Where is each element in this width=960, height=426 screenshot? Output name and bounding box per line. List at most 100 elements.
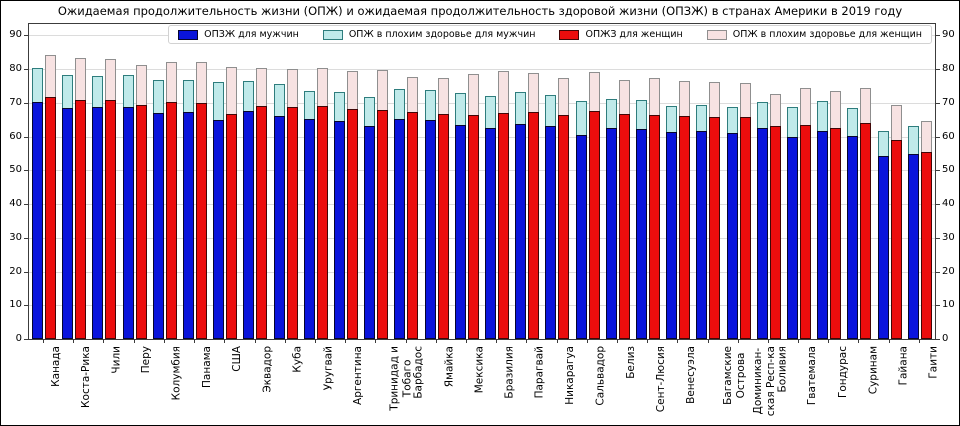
- x-label-22: Багамские Острова: [722, 346, 747, 405]
- bar-segment-hale-women-24: [769, 126, 781, 339]
- y-tick-mark-left-40: [24, 204, 28, 206]
- bar-group-Колумбия: [150, 24, 180, 339]
- gridline-y-80: [29, 69, 935, 71]
- bar-segment-hale-women-13: [437, 114, 449, 339]
- x-label-15: Бразилия: [503, 346, 516, 399]
- y-tick-label-right-80: 80: [942, 63, 955, 75]
- bar-segment-hale-women-23: [739, 117, 751, 339]
- bar-group-Венесуэла: [663, 24, 693, 339]
- y-tick-mark-left-90: [24, 35, 28, 37]
- y-tick-mark-right-90: [936, 35, 940, 37]
- bar-women-0: [45, 55, 57, 339]
- x-tick-mark-8: [284, 339, 286, 343]
- bar-group-Багамские-Острова: [693, 24, 723, 339]
- bar-group-Уругвай: [301, 24, 331, 339]
- bar-women-19: [618, 80, 630, 339]
- x-tick-mark-10: [345, 339, 347, 343]
- y-tick-label-right-20: 20: [942, 265, 955, 277]
- y-tick-label-right-60: 60: [942, 130, 955, 142]
- bar-segment-hale-women-16: [528, 112, 540, 339]
- bar-segment-hale-women-21: [679, 115, 691, 339]
- bar-men-25: [787, 107, 799, 339]
- bar-segment-hale-men-26: [817, 130, 829, 339]
- x-tick-mark-14: [465, 339, 467, 343]
- bar-group-Суринам: [844, 24, 874, 339]
- bar-men-18: [575, 100, 587, 339]
- bar-group-Боливия: [754, 24, 784, 339]
- y-tick-mark-right-70: [936, 102, 940, 104]
- x-tick-mark-28: [888, 339, 890, 343]
- bar-women-10: [347, 70, 359, 339]
- bar-group-Сальвадор: [573, 24, 603, 339]
- bar-men-22: [696, 104, 708, 339]
- y-tick-mark-left-80: [24, 69, 28, 71]
- x-tick-mark-6: [224, 339, 226, 343]
- bar-group-Эквадор: [240, 24, 270, 339]
- bar-men-29: [907, 126, 919, 339]
- chart-title: Ожидаемая продолжительность жизни (ОПЖ) …: [57, 4, 903, 18]
- x-label-3: Перу: [140, 346, 153, 374]
- legend-swatch-icon-3: [706, 29, 727, 40]
- bar-group-Барбадос: [391, 24, 421, 339]
- bar-men-2: [92, 76, 104, 339]
- legend-label-1: ОПЖ в плохим здоровье для мужчин: [348, 29, 536, 40]
- y-tick-label-right-30: 30: [942, 231, 955, 243]
- x-tick-mark-12: [405, 339, 407, 343]
- bar-women-28: [890, 105, 902, 339]
- legend-label-3: ОПЖ в плохим здоровье для женщин: [732, 29, 922, 40]
- gridline-y-70: [29, 102, 935, 104]
- bar-women-15: [498, 70, 510, 339]
- bar-segment-hale-men-9: [303, 119, 315, 339]
- y-tick-mark-left-60: [24, 136, 28, 138]
- bar-segment-hale-women-26: [830, 127, 842, 339]
- bar-segment-hale-women-6: [226, 113, 238, 339]
- x-label-20: Сент-Люсия: [654, 346, 667, 413]
- x-tick-mark-18: [586, 339, 588, 343]
- x-tick-mark-21: [677, 339, 679, 343]
- bar-group-Куба: [271, 24, 301, 339]
- bar-group-Сент-Люсия: [633, 24, 663, 339]
- bar-segment-hale-men-11: [364, 125, 376, 339]
- bar-segment-hale-men-8: [273, 115, 285, 339]
- bar-segment-hale-men-4: [152, 112, 164, 339]
- y-tick-mark-left-20: [24, 271, 28, 273]
- bar-women-9: [316, 67, 328, 339]
- bar-group-Никарагуа: [542, 24, 572, 339]
- bar-group-Гондурас: [814, 24, 844, 339]
- x-label-0: Канада: [49, 346, 62, 387]
- bar-men-16: [515, 92, 527, 339]
- bar-women-25: [800, 87, 812, 339]
- bar-women-8: [286, 68, 298, 339]
- bar-women-12: [407, 77, 419, 339]
- bar-segment-hale-men-2: [92, 107, 104, 339]
- bar-men-0: [32, 67, 44, 339]
- bar-group-Тринидад-и-Тобаго: [361, 24, 391, 339]
- bar-segment-hale-women-29: [920, 151, 932, 339]
- legend-swatch-icon-2: [559, 29, 580, 40]
- bar-segment-hale-women-0: [45, 96, 57, 339]
- gridline-y-50: [29, 170, 935, 172]
- y-tick-label-left-10: 10: [9, 299, 22, 311]
- bar-men-19: [605, 99, 617, 339]
- bar-group-Гайана: [875, 24, 905, 339]
- bar-men-24: [756, 101, 768, 339]
- bar-segment-hale-women-28: [890, 139, 902, 339]
- bar-segment-hale-men-18: [575, 135, 587, 339]
- x-label-29: Гаити: [927, 346, 940, 379]
- gridline-y-10: [29, 305, 935, 307]
- x-tick-mark-24: [767, 339, 769, 343]
- bar-women-11: [377, 70, 389, 339]
- x-label-19: Белиз: [624, 346, 637, 379]
- bars-layer: [29, 24, 935, 339]
- bar-segment-hale-women-8: [286, 106, 298, 339]
- x-label-5: Панама: [200, 346, 213, 388]
- x-tick-mark-20: [647, 339, 649, 343]
- bar-men-15: [485, 95, 497, 339]
- x-axis-labels: Канада Коста-Рика Чили Перу Колумбия Панама СШ…: [28, 346, 940, 425]
- legend-item-2: ОПЖЗ для женщин: [559, 29, 683, 40]
- bar-men-7: [243, 81, 255, 339]
- bar-group-Белиз: [603, 24, 633, 339]
- y-tick-mark-left-0: [24, 339, 28, 340]
- bar-men-26: [817, 101, 829, 339]
- y-tick-label-left-50: 50: [9, 164, 22, 176]
